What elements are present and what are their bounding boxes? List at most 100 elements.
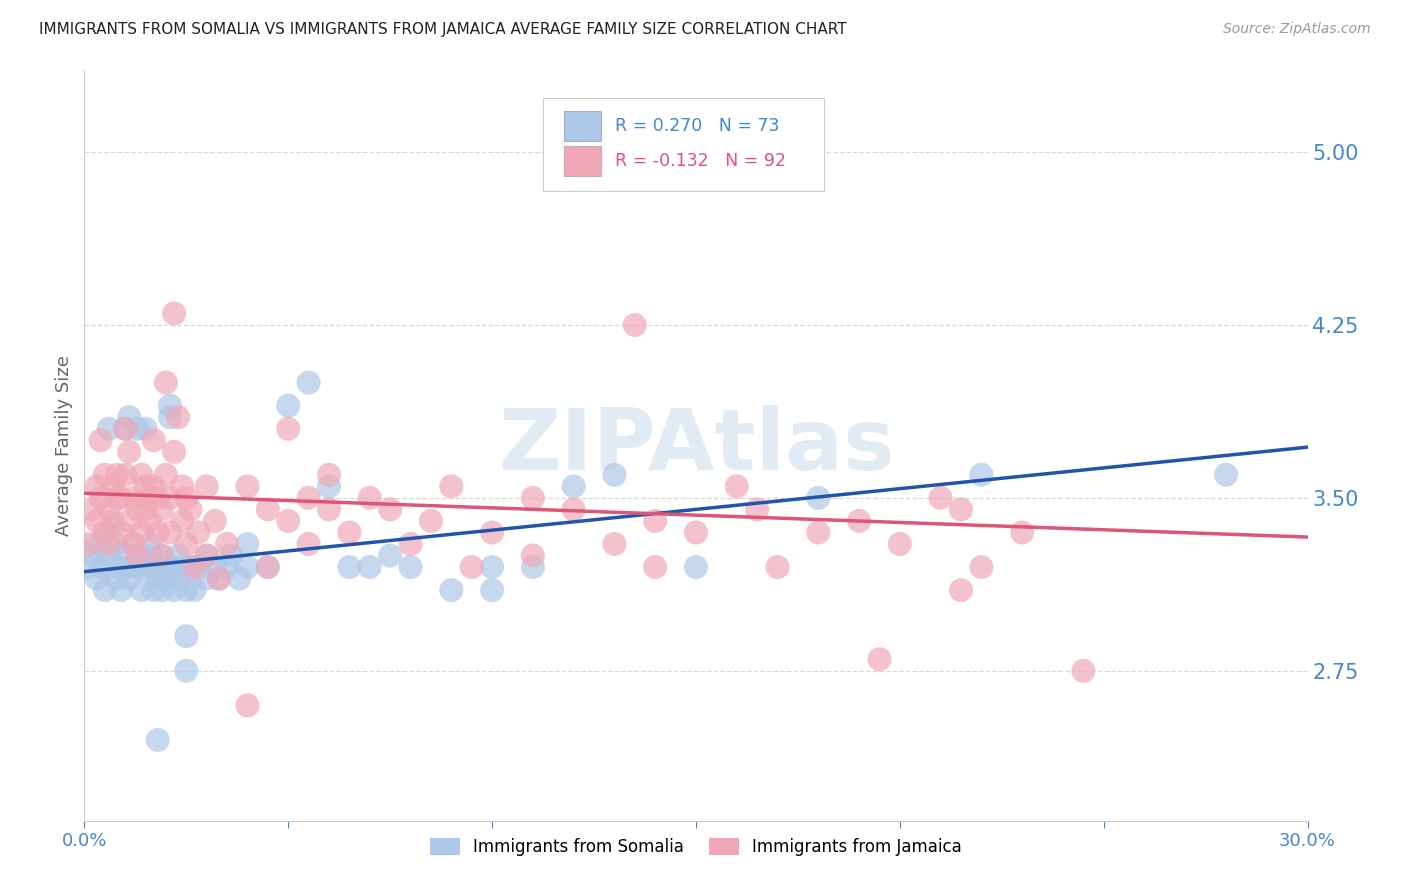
Point: [440, 583, 463, 598]
Point: [131, 583, 153, 598]
Point: [105, 467, 128, 482]
Point: [228, 572, 250, 586]
Point: [195, 572, 218, 586]
Point: [970, 560, 993, 574]
Point: [142, 583, 165, 598]
FancyBboxPatch shape: [543, 97, 824, 191]
Point: [481, 560, 503, 574]
Point: [110, 525, 132, 540]
Point: [90, 560, 112, 574]
Point: [298, 537, 321, 551]
Point: [163, 583, 186, 598]
Point: [172, 479, 194, 493]
Text: Source: ZipAtlas.com: Source: ZipAtlas.com: [1223, 22, 1371, 37]
Point: [97, 537, 120, 551]
Point: [159, 399, 181, 413]
Point: [122, 560, 145, 574]
Point: [174, 491, 197, 505]
Point: [93, 467, 115, 482]
Point: [142, 560, 165, 574]
Point: [146, 525, 169, 540]
Point: [110, 491, 132, 505]
Point: [277, 422, 299, 436]
Point: [146, 560, 169, 574]
Point: [318, 467, 340, 482]
Point: [236, 560, 259, 574]
Point: [82, 502, 104, 516]
FancyBboxPatch shape: [564, 146, 600, 177]
Point: [1011, 525, 1033, 540]
Point: [86, 479, 108, 493]
Point: [122, 537, 145, 551]
Point: [562, 502, 585, 516]
Point: [172, 514, 194, 528]
Point: [644, 514, 666, 528]
Point: [101, 518, 124, 533]
Point: [359, 560, 381, 574]
Point: [380, 549, 402, 563]
Point: [163, 560, 186, 574]
Point: [318, 502, 340, 516]
Point: [131, 467, 153, 482]
Point: [97, 422, 120, 436]
Point: [131, 525, 153, 540]
Point: [77, 560, 100, 574]
Point: [187, 560, 209, 574]
Point: [950, 502, 973, 516]
Point: [90, 434, 112, 448]
Point: [187, 525, 209, 540]
Point: [208, 572, 231, 586]
Point: [236, 479, 259, 493]
Point: [97, 549, 120, 563]
Point: [172, 560, 194, 574]
Point: [127, 560, 149, 574]
Point: [159, 491, 181, 505]
Point: [167, 410, 190, 425]
Point: [179, 502, 201, 516]
Point: [150, 502, 173, 516]
Legend: Immigrants from Somalia, Immigrants from Jamaica: Immigrants from Somalia, Immigrants from…: [422, 830, 970, 864]
Point: [105, 537, 128, 551]
Point: [644, 560, 666, 574]
Point: [150, 583, 173, 598]
Point: [159, 525, 181, 540]
Point: [277, 514, 299, 528]
Point: [318, 479, 340, 493]
Point: [97, 502, 120, 516]
Point: [159, 410, 181, 425]
Point: [179, 560, 201, 574]
Point: [82, 549, 104, 563]
Point: [807, 491, 830, 505]
Point: [118, 410, 141, 425]
Point: [93, 583, 115, 598]
Point: [93, 525, 115, 540]
Point: [122, 491, 145, 505]
Point: [138, 537, 160, 551]
Text: R = -0.132   N = 92: R = -0.132 N = 92: [616, 153, 786, 170]
Point: [155, 376, 177, 390]
Point: [522, 560, 544, 574]
Point: [163, 444, 186, 458]
Point: [138, 549, 160, 563]
Point: [86, 537, 108, 551]
Point: [481, 583, 503, 598]
Point: [183, 583, 205, 598]
Point: [380, 502, 402, 516]
Point: [101, 514, 124, 528]
Point: [685, 560, 707, 574]
Point: [725, 479, 748, 493]
Point: [339, 525, 361, 540]
Point: [135, 560, 157, 574]
Point: [298, 491, 321, 505]
Point: [146, 572, 169, 586]
Point: [86, 514, 108, 528]
Point: [167, 572, 190, 586]
Point: [101, 560, 124, 574]
Point: [257, 560, 280, 574]
Point: [747, 502, 769, 516]
Point: [142, 479, 165, 493]
Point: [118, 572, 141, 586]
Point: [236, 537, 259, 551]
Point: [195, 549, 218, 563]
Point: [603, 467, 626, 482]
